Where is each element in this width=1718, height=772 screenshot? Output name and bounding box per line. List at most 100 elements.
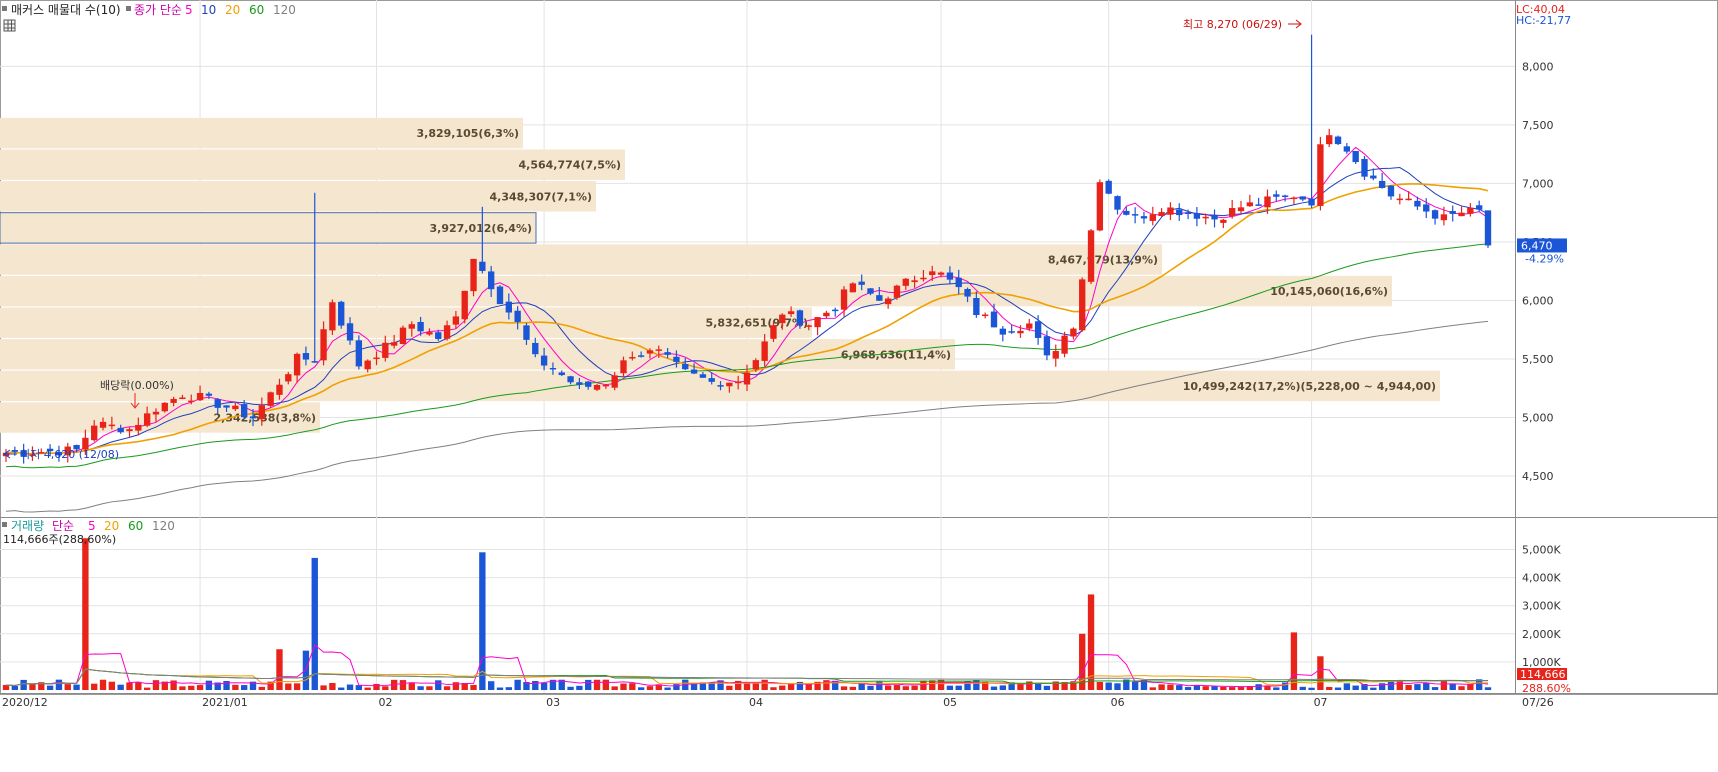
volume-profile-label: 4,348,307(7,1%) — [490, 190, 593, 203]
candle-body — [523, 325, 530, 340]
volume-bar — [1467, 684, 1474, 690]
price-tick-label: 6,000 — [1522, 294, 1554, 307]
volume-bar — [29, 684, 36, 690]
candle-body — [1008, 331, 1015, 333]
volume-bar — [488, 681, 495, 690]
time-axis-label: 07/26 — [1522, 696, 1554, 709]
volume-title: 거래량 — [11, 519, 44, 533]
candle-body — [1476, 205, 1483, 210]
candle-body — [293, 353, 301, 376]
candle-body — [1176, 209, 1183, 216]
volume-bar — [223, 681, 230, 690]
table-icon[interactable] — [3, 19, 16, 32]
volume-profile-label: 10,145,060(16,6%) — [1270, 285, 1388, 298]
volume-bar — [1255, 684, 1262, 690]
price-tick-label: 4,500 — [1522, 470, 1554, 483]
candle-body — [973, 298, 980, 316]
volume-bar — [117, 684, 124, 690]
high-annotation: 최고 8,270 (06/29) — [1183, 18, 1282, 31]
candle-body — [1414, 200, 1421, 207]
candle-body — [1326, 135, 1333, 145]
volume-bar — [1476, 679, 1483, 690]
volume-bar — [320, 685, 327, 690]
candle-body — [964, 288, 971, 297]
candle-body — [673, 356, 680, 362]
volume-bar — [1052, 681, 1059, 690]
candle-body — [99, 421, 107, 428]
volume-tick-label: 1,000K — [1522, 656, 1561, 669]
volume-tick-label: 4,000K — [1522, 572, 1561, 585]
candle-body — [188, 400, 195, 403]
candle-body — [302, 353, 310, 360]
volume-bar — [408, 683, 415, 690]
candle-body — [1140, 216, 1148, 219]
candle-body — [258, 405, 265, 420]
volume-bar — [1273, 687, 1280, 690]
volume-bar — [20, 679, 27, 690]
candle-body — [1317, 144, 1324, 206]
volume-bar — [1449, 683, 1456, 690]
volume-bar — [1043, 685, 1051, 690]
ma-legend-period: 10 — [201, 3, 216, 17]
candle-body — [1255, 204, 1262, 206]
volume-bar — [443, 686, 451, 690]
volume-bar — [884, 685, 892, 690]
time-axis-label: 2021/01 — [202, 696, 248, 709]
volume-bar — [673, 684, 680, 690]
candle-body — [1281, 195, 1289, 198]
volume-bar — [708, 682, 715, 690]
candle-body — [585, 381, 592, 387]
candle-body — [1017, 330, 1024, 334]
candle-body — [708, 378, 715, 382]
candle-body — [1378, 180, 1386, 188]
candle-body — [152, 411, 160, 415]
candle-body — [743, 372, 751, 385]
volume-bar — [373, 683, 380, 690]
volume-bar — [346, 684, 354, 690]
volume-bar — [126, 682, 133, 690]
current-volume-label: 114,666 — [1520, 668, 1566, 681]
candle-body — [443, 325, 451, 339]
candle-body — [1290, 197, 1298, 200]
candle-body — [787, 311, 795, 315]
volume-bar — [1361, 684, 1368, 690]
volume-profile-band — [0, 149, 625, 180]
candle-body — [1467, 207, 1474, 214]
candle-body — [1352, 150, 1359, 163]
candle-body — [1052, 351, 1059, 359]
volume-bar — [664, 687, 671, 690]
volume-bar — [514, 679, 521, 690]
volume-bar — [1140, 679, 1148, 690]
legend-marker — [2, 6, 7, 11]
volume-bar — [646, 686, 654, 690]
volume-bar — [82, 538, 89, 690]
candle-body — [126, 429, 133, 432]
volume-bar — [1158, 684, 1165, 690]
volume-bar — [64, 684, 71, 690]
volume-bar — [311, 557, 318, 690]
volume-bar — [99, 679, 107, 690]
volume-bar — [576, 685, 583, 690]
volume-bar — [417, 686, 424, 690]
volume-bar — [1352, 685, 1359, 690]
volume-bar — [1405, 684, 1412, 690]
volume-legend-period: 120 — [152, 519, 175, 533]
candle-body — [1158, 212, 1165, 217]
price-tick-label: 7,000 — [1522, 177, 1554, 190]
volume-bar — [1423, 682, 1430, 690]
candle-body — [1273, 194, 1280, 197]
volume-bar — [1061, 681, 1068, 690]
candle-body — [399, 327, 407, 345]
candle-body — [814, 317, 821, 328]
candle-body — [1211, 215, 1218, 220]
volume-bar — [1387, 681, 1395, 690]
candle-body — [735, 381, 742, 384]
candle-body — [611, 375, 618, 388]
candle-body — [73, 445, 80, 450]
candle-body — [417, 321, 424, 332]
candle-body — [717, 385, 724, 387]
volume-bar — [1114, 683, 1121, 690]
volume-bar — [152, 680, 160, 690]
volume-bar — [258, 686, 265, 690]
candle-body — [320, 329, 327, 361]
